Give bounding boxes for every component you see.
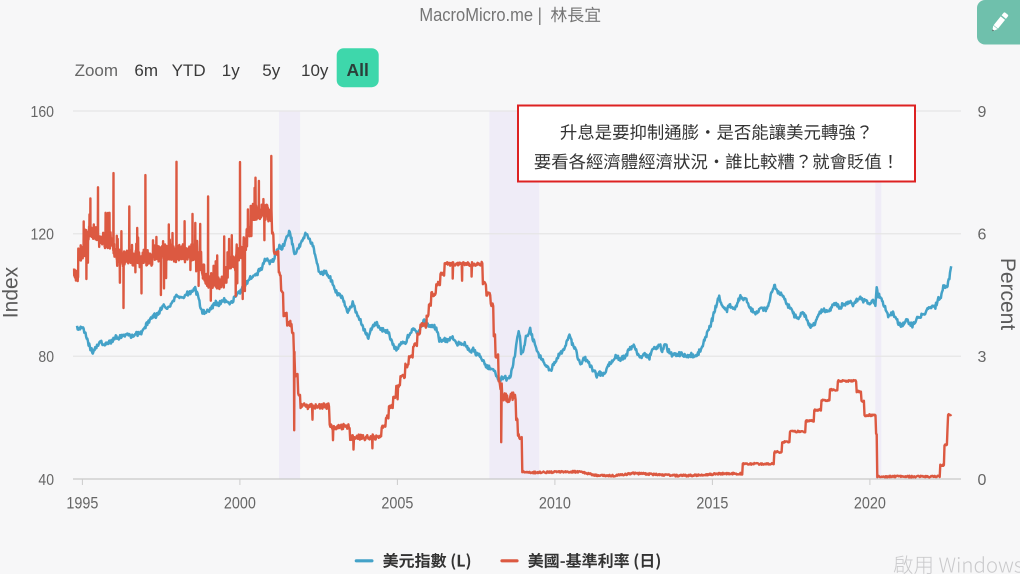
- svg-text:6m: 6m: [134, 61, 158, 80]
- svg-text:2020: 2020: [854, 495, 886, 513]
- svg-text:40: 40: [38, 472, 54, 489]
- svg-text:10y: 10y: [301, 61, 329, 80]
- svg-text:Percent: Percent: [996, 258, 1019, 331]
- svg-text:0: 0: [978, 472, 987, 489]
- svg-text:All: All: [347, 60, 369, 80]
- svg-text:80: 80: [38, 349, 54, 366]
- svg-text:160: 160: [31, 104, 55, 121]
- svg-text:5y: 5y: [262, 61, 280, 80]
- svg-text:9: 9: [978, 104, 987, 121]
- svg-text:2015: 2015: [696, 495, 728, 513]
- svg-text:Index: Index: [0, 266, 23, 318]
- svg-text:2010: 2010: [539, 495, 571, 513]
- svg-text:1y: 1y: [222, 61, 240, 80]
- svg-text:3: 3: [978, 349, 987, 366]
- svg-text:2000: 2000: [224, 495, 256, 513]
- svg-text:6: 6: [978, 227, 987, 244]
- svg-text:Zoom: Zoom: [75, 61, 118, 80]
- svg-text:2005: 2005: [381, 495, 413, 513]
- svg-text:120: 120: [31, 227, 55, 244]
- svg-text:1995: 1995: [66, 495, 98, 513]
- svg-text:MacroMicro.me |: MacroMicro.me |: [419, 4, 542, 25]
- svg-text:YTD: YTD: [172, 61, 206, 80]
